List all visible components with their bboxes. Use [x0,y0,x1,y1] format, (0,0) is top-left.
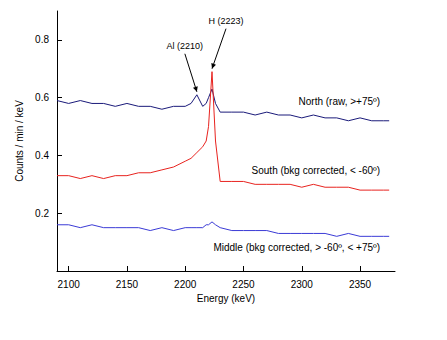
svg-text:2100: 2100 [58,279,81,290]
svg-text:2200: 2200 [174,279,197,290]
svg-text:H (2223): H (2223) [209,16,244,26]
svg-text:0.6: 0.6 [35,92,49,103]
svg-text:South (bkg corrected, < -60º): South (bkg corrected, < -60º) [252,165,380,176]
svg-text:2350: 2350 [349,279,372,290]
svg-text:0.8: 0.8 [35,34,49,45]
svg-text:2300: 2300 [291,279,314,290]
svg-text:0.2: 0.2 [35,208,49,219]
svg-text:North (raw, >+75º): North (raw, >+75º) [299,96,380,107]
svg-text:Energy (keV): Energy (keV) [197,293,255,304]
svg-text:0.4: 0.4 [35,150,49,161]
svg-text:Al (2210): Al (2210) [167,41,204,51]
svg-text:Middle (bkg corrected, > -60º,: Middle (bkg corrected, > -60º, < +75º) [213,242,380,253]
svg-text:Counts / min / keV: Counts / min / keV [14,100,25,182]
svg-text:2250: 2250 [232,279,255,290]
svg-text:2150: 2150 [116,279,139,290]
